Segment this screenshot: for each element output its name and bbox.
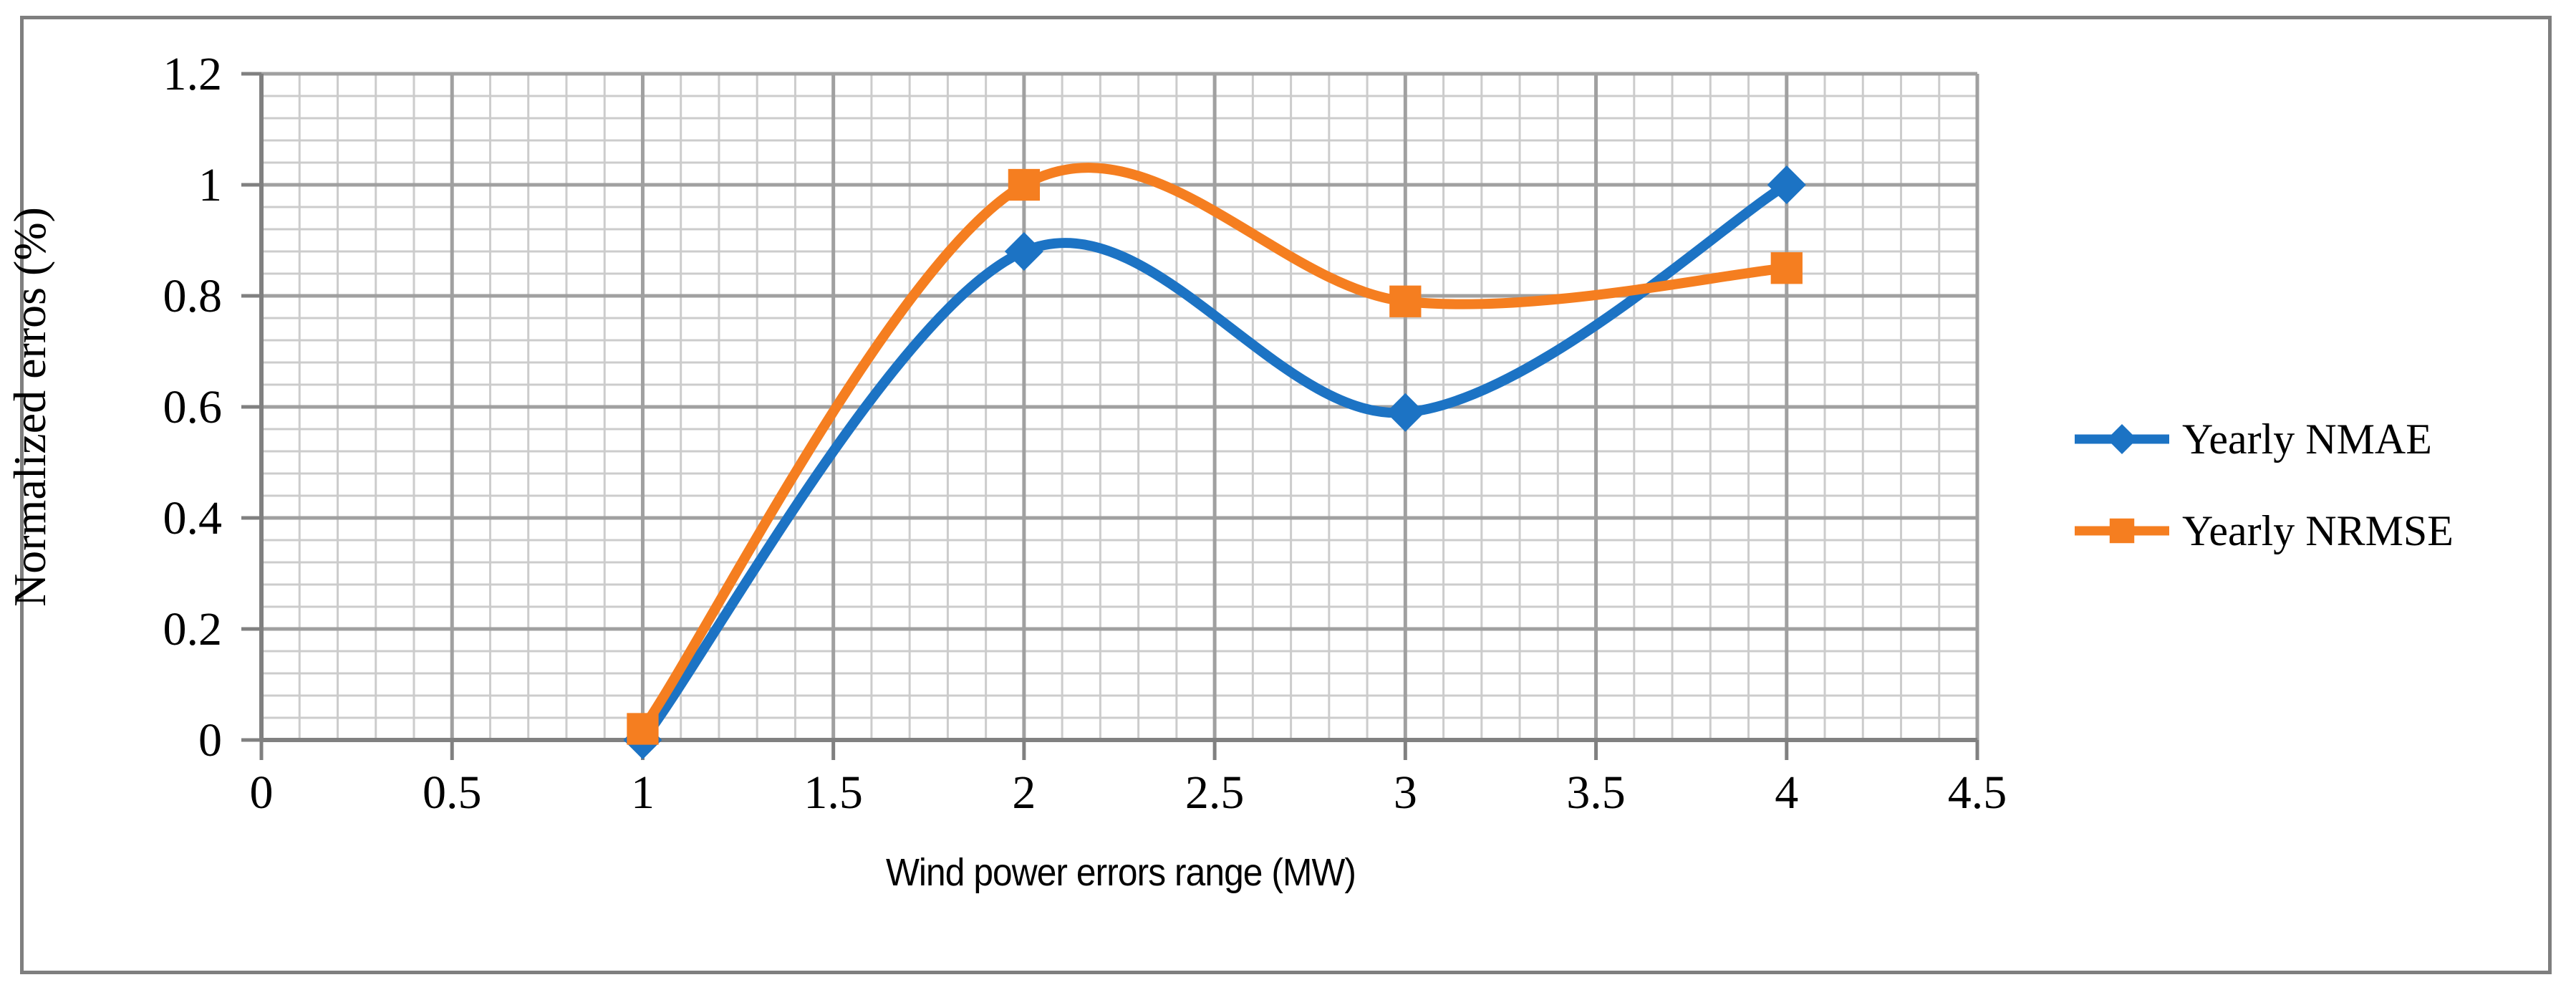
y-tick-label: 0.4 bbox=[163, 492, 223, 544]
series-line bbox=[637, 163, 1792, 734]
chart-outer-border bbox=[20, 16, 2552, 974]
diamond-marker bbox=[2107, 424, 2137, 454]
x-axis-title: Wind power errors range (MW) bbox=[885, 851, 1356, 894]
y-tick-label: 0 bbox=[198, 714, 222, 766]
x-tick-label: 2.5 bbox=[1185, 766, 1245, 819]
legend: Yearly NMAE Yearly NRMSE bbox=[2073, 412, 2546, 595]
y-tick-label: 0.2 bbox=[163, 603, 223, 655]
diamond-marker bbox=[1386, 393, 1425, 432]
square-marker bbox=[1389, 285, 1422, 317]
axes-and-ticks bbox=[241, 72, 1979, 760]
x-tick-label: 3 bbox=[1394, 766, 1417, 819]
data-series bbox=[623, 163, 1806, 759]
y-axis-tick-labels: 1.2 1 0.8 0.6 0.4 0.2 0 bbox=[163, 48, 223, 766]
y-tick-label: 1 bbox=[198, 159, 222, 211]
x-tick-label: 1 bbox=[631, 766, 655, 819]
square-marker bbox=[1770, 252, 1803, 284]
legend-label: Yearly NRMSE bbox=[2182, 506, 2454, 554]
y-tick-label: 0.6 bbox=[163, 381, 223, 433]
diamond-marker bbox=[1767, 165, 1806, 204]
diamond-marker bbox=[1004, 232, 1043, 271]
square-marker bbox=[1008, 168, 1041, 201]
x-tick-label: 2 bbox=[1012, 766, 1036, 819]
y-tick-label: 0.8 bbox=[163, 270, 223, 322]
square-marker bbox=[627, 713, 659, 745]
x-tick-label: 0 bbox=[250, 766, 274, 819]
square-marker bbox=[2109, 518, 2135, 544]
legend-swatch-line-diamond-icon bbox=[2075, 424, 2169, 454]
legend-item-yearly-nrmse: Yearly NRMSE bbox=[2073, 504, 2546, 558]
legend-item-yearly-nmae: Yearly NMAE bbox=[2073, 412, 2546, 466]
x-tick-label: 1.5 bbox=[804, 766, 863, 819]
x-tick-label: 4 bbox=[1775, 766, 1798, 819]
x-axis-tick-labels: 0 0.5 1 1.5 2 2.5 3 3.5 4 4.5 bbox=[250, 766, 2007, 819]
x-tick-label: 3.5 bbox=[1566, 766, 1626, 819]
y-tick-label: 1.2 bbox=[163, 48, 223, 100]
y-axis-title: Normalized erros (%) bbox=[4, 207, 55, 607]
x-tick-label: 0.5 bbox=[423, 766, 482, 819]
legend-swatch-line-square-icon bbox=[2075, 518, 2169, 544]
x-tick-label: 4.5 bbox=[1948, 766, 2007, 819]
series-line bbox=[637, 180, 1792, 745]
series-yearly-nrmse bbox=[627, 163, 1803, 745]
legend-label: Yearly NMAE bbox=[2182, 415, 2432, 463]
